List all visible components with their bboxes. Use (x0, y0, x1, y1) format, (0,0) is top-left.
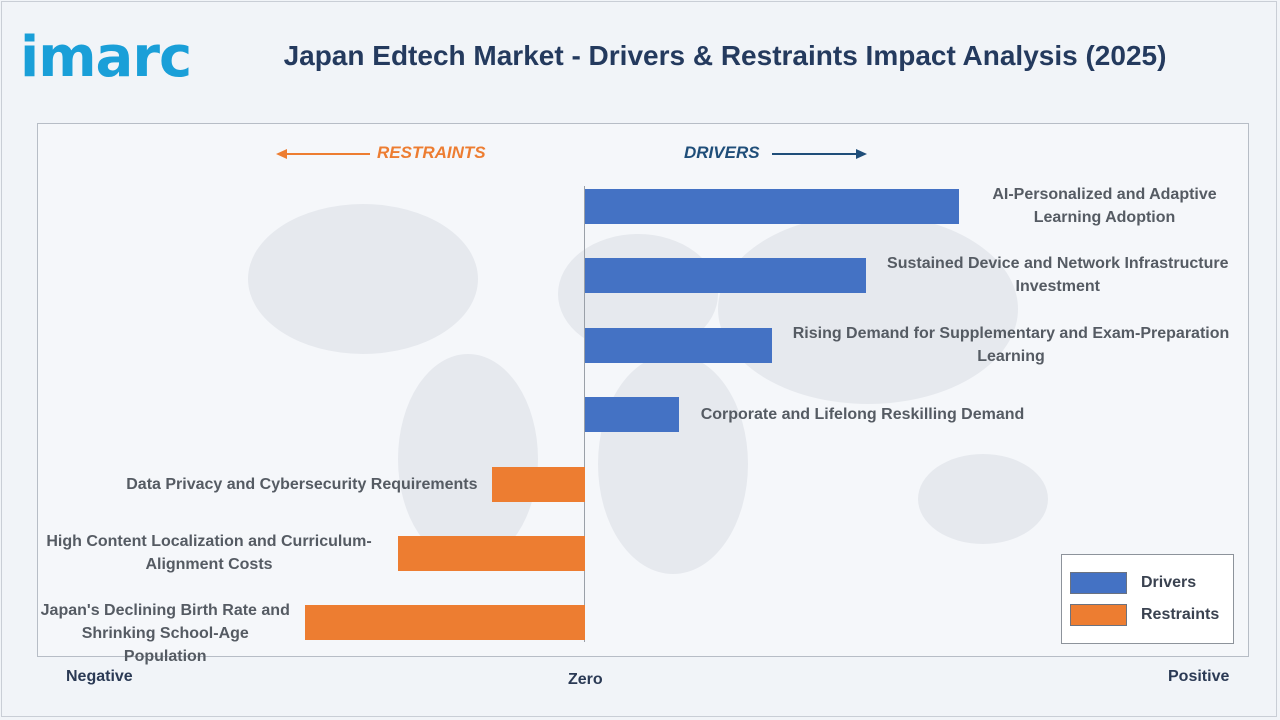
legend-swatch-restraints (1070, 604, 1127, 626)
driver-bar (585, 258, 866, 293)
legend-label-drivers: Drivers (1141, 574, 1197, 591)
driver-bar (585, 328, 772, 363)
driver-bar-label: Corporate and Lifelong Reskilling Demand (700, 406, 1025, 423)
restraint-bar-label: Data Privacy and Cybersecurity Requireme… (126, 476, 478, 493)
restraint-bar (491, 467, 585, 502)
legend-swatch-drivers (1070, 572, 1127, 594)
driver-bar-label: Rising Demand for Supplementary and Exam… (792, 325, 1230, 365)
legend-item-drivers: Drivers (1070, 571, 1196, 595)
restraint-bar-label: High Content Localization and Curriculum… (46, 533, 372, 573)
world-map-watermark (248, 204, 478, 354)
axis-positive-label: Positive (1168, 668, 1230, 685)
restraint-bar (304, 605, 585, 640)
legend-label-restraints: Restraints (1141, 606, 1220, 623)
restraints-arrow-line (286, 153, 370, 155)
world-map-watermark (718, 214, 1018, 404)
restraint-bar-label: Japan's Declining Birth Rate and Shrinki… (40, 602, 290, 665)
drivers-arrow-icon (856, 149, 867, 159)
restraint-bar (398, 536, 585, 571)
axis-zero-label: Zero (568, 671, 603, 688)
world-map-watermark (598, 354, 748, 574)
driver-bar (585, 397, 679, 432)
restraints-direction-label: RESTRAINTS (377, 143, 486, 162)
legend-item-restraints: Restraints (1070, 603, 1219, 627)
chart-legend: Drivers Restraints (1061, 554, 1234, 644)
drivers-direction-label: DRIVERS (684, 143, 760, 162)
driver-bar-label: Sustained Device and Network Infrastruct… (887, 255, 1229, 295)
axis-negative-label: Negative (66, 668, 133, 685)
world-map-watermark (918, 454, 1048, 544)
zero-axis-line (584, 186, 585, 642)
imarc-logo: imarc (20, 25, 192, 90)
restraints-arrow-icon (276, 149, 287, 159)
driver-bar-label: AI-Personalized and Adaptive Learning Ad… (992, 186, 1217, 226)
world-map-watermark (398, 354, 538, 564)
drivers-arrow-line (772, 153, 856, 155)
driver-bar (585, 189, 959, 224)
chart-title: Japan Edtech Market - Drivers & Restrain… (283, 40, 1167, 71)
